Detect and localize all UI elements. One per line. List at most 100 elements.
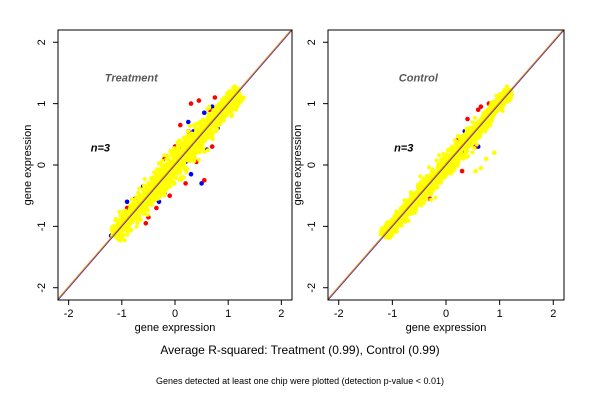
data-point-yellow [193,123,198,127]
data-point-yellow [158,173,163,178]
data-point-yellow [440,174,445,179]
data-point-yellow [145,208,150,213]
reference-line-2 [328,30,564,300]
data-point-yellow [185,167,190,172]
x-tick-label: 1 [225,308,231,320]
data-point-yellow [461,135,466,140]
sample-count-label: n=3 [394,143,413,155]
data-point-yellow [463,147,468,151]
data-point-yellow [420,184,425,189]
plot-area [58,30,292,300]
data-point-yellow [206,115,210,119]
x-tick-label: 0 [172,308,178,320]
data-point-yellow [478,165,484,171]
data-point-yellow [473,168,478,174]
data-point-yellow [207,104,212,109]
data-point-yellow [225,93,230,98]
data-point-yellow [445,148,450,153]
data-point-yellow [179,140,184,145]
data-point-blue [188,171,194,177]
data-point-yellow [123,208,128,213]
data-point-blue [186,119,191,125]
data-point-yellow [204,135,209,140]
data-point-yellow [468,142,473,147]
data-point-yellow [146,198,150,203]
data-point-yellow [490,101,495,106]
data-point-yellow [117,209,122,214]
y-tick-label: 1 [36,101,48,107]
data-point-red [478,104,484,109]
data-point-yellow [385,224,390,229]
x-tick-label: -2 [64,308,74,320]
data-point-yellow [166,162,171,167]
data-point-yellow [189,157,194,162]
data-point-yellow [136,195,141,200]
x-tick-label: 1 [497,308,503,320]
data-point-red [209,144,215,149]
data-point-yellow [427,177,432,182]
data-point-yellow [235,87,239,91]
data-point-yellow [408,190,413,195]
sample-count-label: n=3 [91,143,110,155]
data-point-yellow [431,187,436,192]
data-point-yellow [497,92,502,97]
data-point-yellow [484,126,489,131]
data-point-red [178,122,183,128]
data-point-yellow [491,114,495,119]
data-point-yellow [172,180,177,185]
data-point-yellow [445,166,450,171]
data-point-yellow [155,167,159,172]
figure-note: Genes detected at least one chip were pl… [156,376,444,386]
data-point-yellow [409,196,414,201]
data-point-yellow [441,170,445,175]
data-point-yellow [160,163,165,168]
data-point-yellow [421,200,426,205]
data-point-yellow [122,238,127,243]
data-point-yellow [409,208,413,213]
data-point-yellow [140,208,145,213]
data-point-yellow [125,222,130,227]
data-point-yellow [414,191,419,196]
data-point-yellow [187,123,192,128]
scatter-panel-control: -2 -1 0 1 2 -2 -1 0 1 2 gene expression gene expres… [292,29,565,334]
y-tick-label: 2 [36,39,48,45]
data-point-yellow [449,167,453,172]
x-tick-label: -1 [387,308,397,320]
data-point-yellow [183,158,188,163]
data-point-red [188,101,194,106]
data-point-yellow [125,232,130,237]
data-point-yellow [129,197,134,202]
data-point-yellow [470,120,475,125]
data-point-yellow [222,113,227,118]
data-point-yellow [441,151,446,156]
x-axis-label: gene expression [406,322,487,334]
data-point-yellow [202,132,207,137]
data-point-blue [202,110,207,116]
data-point-yellow [129,227,134,232]
data-point-yellow [181,163,186,168]
plot-area [328,30,564,300]
data-point-yellow [451,146,456,151]
data-point-yellow [431,169,436,174]
data-point-blue [124,199,130,205]
data-point-yellow [193,149,198,154]
data-point-yellow [205,148,210,153]
data-point-yellow [177,165,182,170]
y-tick-label: -2 [306,283,318,293]
data-point-yellow [179,175,184,180]
data-point-yellow [165,153,170,158]
data-point-red [202,178,207,183]
data-point-yellow [128,205,133,210]
data-point-yellow [134,200,139,205]
data-point-yellow [470,150,475,155]
data-point-yellow [233,103,238,108]
data-point-yellow [118,220,123,225]
data-point-yellow [198,126,203,131]
data-point-yellow [118,238,123,243]
scatter-panel-treatment: -2 -1 0 1 2 -2 -1 0 1 2 gene expression gene expres… [22,29,293,334]
data-point-yellow [168,184,173,189]
data-point-yellow [211,125,216,129]
data-point-yellow [399,219,404,224]
x-tick-label: 0 [443,308,449,320]
data-point-yellow [144,202,149,207]
